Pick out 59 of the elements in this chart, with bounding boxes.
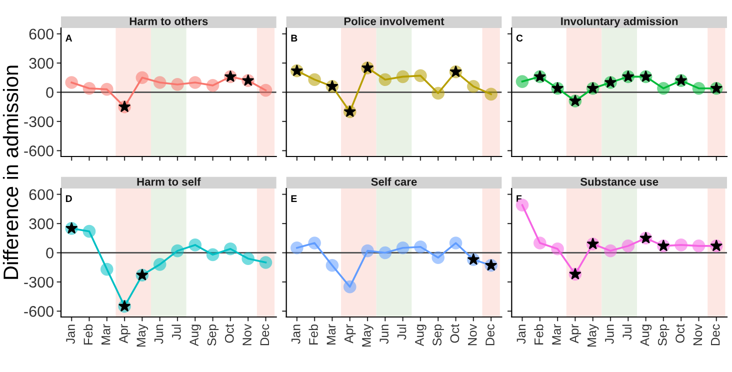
x-tick-label: Aug bbox=[415, 324, 426, 346]
x-tick-label: Mar bbox=[552, 324, 561, 344]
x-tick-label: Mar bbox=[326, 324, 336, 344]
x-tick-label: Nov bbox=[693, 324, 702, 346]
x-tick-label: Sep bbox=[207, 324, 219, 346]
chart-title: Harm to self bbox=[137, 178, 201, 186]
x-tick-label: May bbox=[136, 324, 148, 347]
x-tick-label: Aug bbox=[190, 324, 201, 346]
y-tick-label: -300 bbox=[24, 116, 54, 128]
y-tick-label: 0 bbox=[46, 248, 54, 258]
x-tick-label: May bbox=[362, 324, 374, 347]
x-tick-label: Dec bbox=[486, 324, 494, 346]
annotation: B bbox=[291, 34, 298, 42]
x-tick-label: Feb bbox=[83, 324, 93, 344]
annotation: F bbox=[516, 195, 522, 202]
x-tick-label: Apr bbox=[570, 324, 582, 344]
x-tick-label: Jun bbox=[605, 324, 614, 344]
y-tick-label: -600 bbox=[24, 146, 54, 156]
chart-title: Substance use bbox=[580, 178, 658, 186]
x-tick-label: Feb bbox=[534, 324, 544, 344]
y-axis-title: Difference in admission bbox=[2, 66, 18, 279]
x-tick-label: Oct bbox=[676, 324, 684, 343]
x-tick-label: Jun bbox=[380, 324, 389, 344]
x-tick-label: May bbox=[587, 324, 599, 347]
y-tick-label: 600 bbox=[29, 189, 54, 200]
x-tick-label: Jan bbox=[292, 324, 300, 344]
x-tick-label: Jul bbox=[397, 324, 406, 340]
x-tick-label: Jan bbox=[516, 324, 526, 344]
x-tick-label: Sep bbox=[432, 324, 444, 346]
y-tick-label: 300 bbox=[29, 58, 54, 69]
y-tick-label: -300 bbox=[24, 276, 54, 288]
x-tick-label: Apr bbox=[344, 324, 356, 344]
y-tick-label: 0 bbox=[46, 87, 54, 98]
x-tick-label: Apr bbox=[119, 324, 130, 344]
chart-title: Self care bbox=[371, 178, 417, 186]
x-tick-label: Jul bbox=[172, 324, 181, 340]
chart-title: Harm to others bbox=[130, 17, 208, 26]
x-tick-label: Aug bbox=[640, 324, 652, 346]
chart-title: Involuntary admission bbox=[561, 17, 678, 28]
chart-title: Police involvement bbox=[344, 17, 444, 26]
annotation: A bbox=[66, 34, 72, 42]
y-tick-label: -600 bbox=[24, 306, 54, 317]
y-tick-label: 300 bbox=[29, 218, 54, 230]
x-tick-label: Mar bbox=[102, 324, 110, 344]
x-tick-label: Oct bbox=[224, 324, 234, 343]
x-tick-label: Dec bbox=[711, 324, 720, 346]
x-tick-label: Nov bbox=[468, 324, 477, 346]
x-tick-label: Feb bbox=[308, 324, 318, 344]
annotation: C bbox=[516, 34, 523, 42]
x-tick-label: Jul bbox=[622, 324, 632, 340]
x-tick-label: Sep bbox=[658, 324, 670, 346]
annotation: E bbox=[291, 195, 297, 202]
x-tick-label: Oct bbox=[450, 324, 460, 343]
y-tick-label: 600 bbox=[29, 28, 54, 40]
x-tick-label: Nov bbox=[242, 324, 252, 346]
x-tick-label: Jun bbox=[154, 324, 164, 344]
x-tick-label: Dec bbox=[260, 324, 270, 346]
x-tick-label: Jan bbox=[66, 324, 75, 344]
annotation: D bbox=[66, 195, 72, 202]
